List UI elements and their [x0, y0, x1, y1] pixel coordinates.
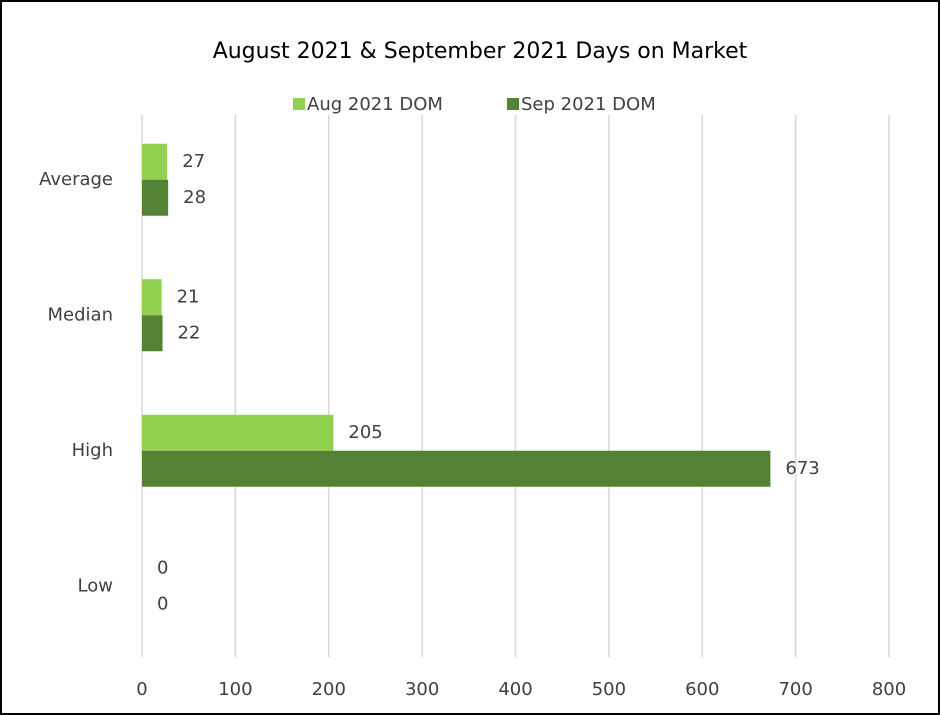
value-label: 27	[182, 151, 205, 172]
x-tick-label: 700	[778, 679, 812, 700]
legend-swatch	[507, 98, 519, 110]
value-label: 205	[348, 422, 382, 443]
legend-swatch	[293, 98, 305, 110]
value-label: 21	[177, 286, 200, 307]
bar	[142, 179, 169, 216]
legend-label: Aug 2021 DOM	[307, 94, 443, 115]
value-label: 0	[157, 593, 168, 614]
x-tick-label: 0	[136, 679, 147, 700]
chart-title: August 2021 & September 2021 Days on Mar…	[213, 39, 748, 64]
x-tick-label: 200	[312, 679, 346, 700]
value-label: 22	[178, 322, 201, 343]
value-label: 28	[183, 187, 206, 208]
bar	[142, 414, 334, 451]
y-tick-label: Low	[78, 575, 113, 596]
x-tick-label: 100	[218, 679, 252, 700]
bar	[142, 143, 168, 180]
legend-label: Sep 2021 DOM	[521, 94, 656, 115]
y-tick-label: Median	[48, 304, 113, 325]
y-tick-label: Average	[39, 169, 113, 190]
x-tick-label: 500	[592, 679, 626, 700]
value-label: 673	[785, 458, 819, 479]
y-tick-label: High	[72, 440, 113, 461]
bar	[142, 450, 771, 487]
x-tick-label: 400	[498, 679, 532, 700]
bar	[142, 279, 162, 316]
x-tick-label: 800	[872, 679, 906, 700]
x-tick-label: 300	[405, 679, 439, 700]
bar	[142, 315, 163, 352]
value-label: 0	[157, 557, 168, 578]
x-tick-label: 600	[685, 679, 719, 700]
